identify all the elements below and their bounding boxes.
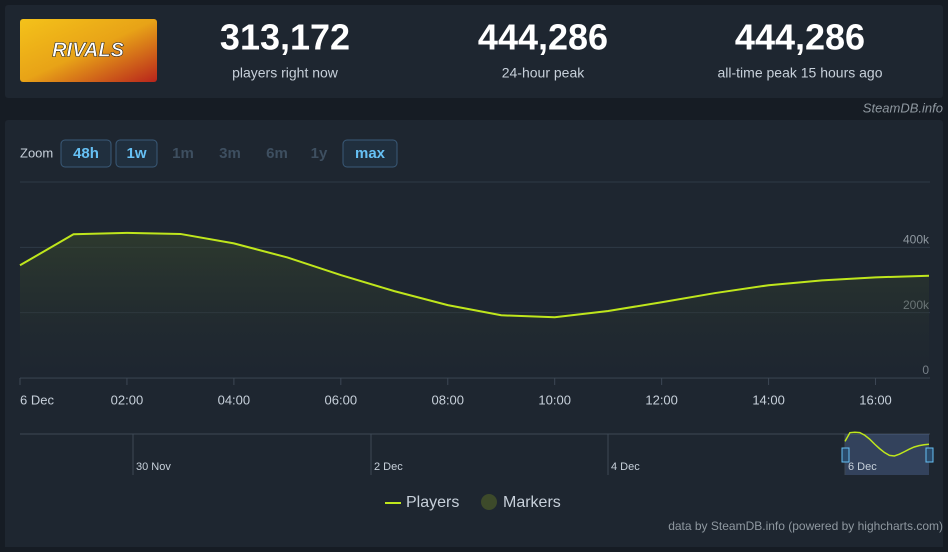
zoom-button-label: 1m — [172, 145, 194, 162]
legend-label[interactable]: Players — [406, 494, 459, 511]
navigator-handle[interactable] — [925, 447, 934, 463]
navigator-label: 6 Dec — [848, 461, 877, 473]
x-tick-label: 6 Dec — [20, 392, 54, 407]
zoom-button[interactable] — [342, 139, 398, 168]
navigator-handle[interactable] — [841, 447, 850, 463]
zoom-button-label: 1y — [311, 145, 328, 162]
x-tick-label: 04:00 — [218, 392, 251, 407]
stat-label: players right now — [232, 65, 339, 81]
x-tick-label: 14:00 — [752, 392, 785, 407]
zoom-button[interactable] — [115, 139, 158, 168]
zoom-button-label[interactable]: 48h — [73, 145, 99, 162]
stat-value: 313,172 — [220, 17, 350, 58]
game-logo: RIVALS — [52, 39, 125, 61]
navigator-label: 30 Nov — [136, 461, 171, 473]
navigator-label: 2 Dec — [374, 461, 403, 473]
x-tick-label: 08:00 — [431, 392, 464, 407]
header-panel — [5, 5, 943, 98]
source-link[interactable]: SteamDB.info — [863, 100, 943, 115]
credits[interactable]: data by SteamDB.info (powered by highcha… — [668, 519, 943, 533]
stat-value: 444,286 — [478, 17, 608, 58]
series-line — [19, 231, 930, 319]
zoom-button-label[interactable]: max — [355, 145, 386, 162]
navigator-line — [844, 431, 930, 457]
zoom-label: Zoom — [20, 145, 53, 160]
x-tick-label: 16:00 — [859, 392, 892, 407]
zoom-button-label: 6m — [266, 145, 288, 162]
navigator-label: 4 Dec — [611, 461, 640, 473]
stat-label: all-time peak 15 hours ago — [718, 65, 883, 81]
x-tick-label: 06:00 — [325, 392, 358, 407]
x-tick-label: 10:00 — [538, 392, 571, 407]
game-image — [20, 19, 157, 82]
stat-label: 24-hour peak — [502, 65, 586, 81]
zoom-button[interactable] — [60, 139, 112, 168]
x-tick-label: 12:00 — [645, 392, 678, 407]
series-area — [20, 232, 929, 378]
zoom-button-label[interactable]: 1w — [126, 145, 146, 162]
y-tick-label: 400k — [903, 233, 930, 247]
legend-label[interactable]: Markers — [503, 494, 561, 511]
stat-value: 444,286 — [735, 17, 865, 58]
legend-symbol — [481, 494, 497, 510]
zoom-button-label: 3m — [219, 145, 241, 162]
x-tick-label: 02:00 — [111, 392, 144, 407]
